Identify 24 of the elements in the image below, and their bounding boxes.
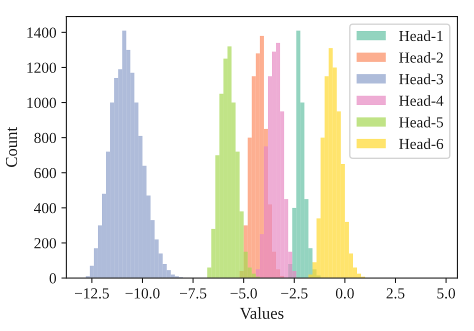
y-tick-label: 600 xyxy=(34,168,56,178)
y-tick-label: 200 xyxy=(34,238,56,248)
legend-label: Head-1 xyxy=(399,30,443,42)
legend-label: Head-3 xyxy=(399,74,444,84)
y-tick-label: 1200 xyxy=(27,62,56,73)
x-tick-label: 0.0 xyxy=(336,288,354,299)
y-tick-label: 0 xyxy=(50,273,56,284)
legend-label: Head-4 xyxy=(399,95,444,106)
x-tick-label: −2.5 xyxy=(281,288,308,299)
x-axis-title: Values xyxy=(240,307,284,319)
legend-label: Head-2 xyxy=(399,52,443,63)
x-tick-label: −5.0 xyxy=(230,288,257,299)
y-axis-title: Count xyxy=(6,127,18,167)
y-tick-label: 400 xyxy=(34,202,56,214)
x-tick-label: 2.5 xyxy=(386,288,404,299)
y-tick-label: 1000 xyxy=(27,98,56,108)
y-tick-label: 800 xyxy=(34,132,56,144)
x-tick-label: −12.5 xyxy=(74,288,109,299)
x-tick-label: 5.0 xyxy=(437,288,456,299)
x-tick-label: −7.5 xyxy=(180,288,206,299)
legend-label: Head-6 xyxy=(399,138,444,150)
y-tick-label: 1400 xyxy=(27,27,56,38)
x-tick-label: −10.0 xyxy=(126,288,160,299)
legend-label: Head-5 xyxy=(399,116,444,128)
